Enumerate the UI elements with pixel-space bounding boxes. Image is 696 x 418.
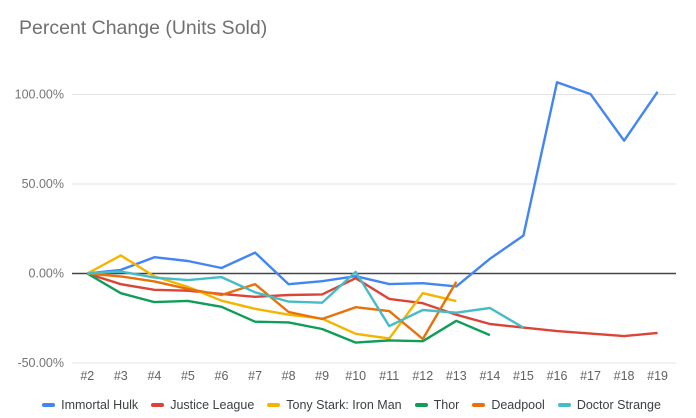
svg-text:#10: #10 <box>345 369 366 383</box>
svg-text:#5: #5 <box>181 369 195 383</box>
svg-text:#11: #11 <box>379 369 399 383</box>
svg-text:#2: #2 <box>80 369 94 383</box>
svg-text:#4: #4 <box>147 369 161 383</box>
svg-text:#7: #7 <box>248 369 262 383</box>
svg-text:#16: #16 <box>547 369 568 383</box>
svg-text:#13: #13 <box>446 369 467 383</box>
svg-text:#12: #12 <box>412 369 433 383</box>
svg-text:#6: #6 <box>215 369 229 383</box>
svg-text:#19: #19 <box>647 369 668 383</box>
svg-text:#8: #8 <box>282 369 296 383</box>
svg-text:#15: #15 <box>513 369 534 383</box>
svg-text:100.00%: 100.00% <box>15 88 64 102</box>
svg-text:#9: #9 <box>315 369 329 383</box>
svg-text:0.00%: 0.00% <box>29 267 64 281</box>
svg-text:#3: #3 <box>114 369 128 383</box>
svg-text:50.00%: 50.00% <box>22 177 64 191</box>
svg-text:-50.00%: -50.00% <box>17 356 64 370</box>
svg-text:#14: #14 <box>479 369 500 383</box>
svg-text:#18: #18 <box>614 369 635 383</box>
svg-text:#17: #17 <box>580 369 601 383</box>
